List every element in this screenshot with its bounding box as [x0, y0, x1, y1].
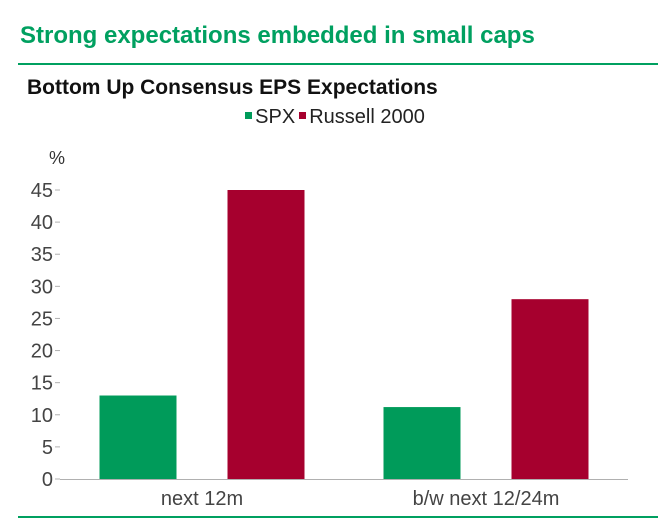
- y-tick-label: 35: [31, 244, 53, 266]
- chart-legend: SPX Russell 2000: [0, 106, 670, 129]
- bottom-divider: [18, 516, 658, 518]
- y-tick-label: 15: [31, 373, 53, 395]
- y-tick-label: 5: [42, 437, 53, 459]
- bar-spx-b-w-next-12-24m: [383, 407, 461, 479]
- bars: [99, 190, 589, 479]
- y-tick-label: 0: [42, 469, 53, 491]
- y-tick-label: 20: [31, 341, 53, 363]
- y-tick-label: 45: [31, 180, 53, 202]
- x-category-label: b/w next 12/24m: [413, 488, 560, 510]
- y-axis-unit-label: %: [49, 148, 65, 168]
- legend-item-spx: SPX: [245, 106, 295, 129]
- legend-label-russell-2000: Russell 2000: [309, 106, 425, 128]
- bar-spx-next-12m: [99, 395, 177, 479]
- x-axis-categories: next 12m b/w next 12/24m: [161, 488, 560, 510]
- page-title: Strong expectations embedded in small ca…: [20, 22, 535, 49]
- legend-swatch-spx: [245, 112, 253, 120]
- y-axis-ticks: 0 5 10 15 20 25 30 35 40 45: [31, 180, 60, 491]
- y-tick-label: 25: [31, 308, 53, 330]
- top-divider: [18, 63, 658, 65]
- bar-russell-2000-next-12m: [227, 190, 305, 479]
- legend-item-russell-2000: Russell 2000: [299, 106, 425, 129]
- y-tick-label: 30: [31, 276, 53, 298]
- legend-label-spx: SPX: [255, 106, 296, 128]
- chart-title: Bottom Up Consensus EPS Expectations: [27, 76, 438, 99]
- bar-russell-2000-b-w-next-12-24m: [511, 299, 589, 479]
- y-tick-label: 10: [31, 405, 53, 427]
- x-category-label: next 12m: [161, 488, 243, 510]
- y-tick-label: 40: [31, 212, 53, 234]
- legend-swatch-russell-2000: [299, 112, 307, 120]
